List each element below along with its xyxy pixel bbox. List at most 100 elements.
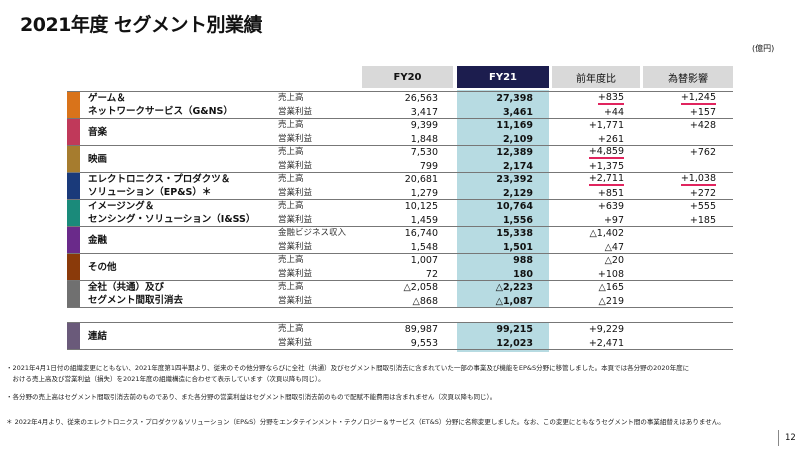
cell-fy20: △2,058: [403, 282, 438, 293]
cell-yoy: +97: [603, 214, 624, 226]
cell-fy21: 2,109: [502, 133, 533, 145]
segment-name-line: ネットワークサービス（G&NS）: [88, 106, 233, 117]
segment-row: ゲーム＆ ネットワークサービス（G&NS） 売上高 26,563 27,398 +835 +…: [67, 92, 733, 119]
segment-name: 全社（共通）及び セグメント間取引消去: [88, 281, 183, 307]
cell-fy21: 1,501: [502, 241, 533, 253]
metric-row: 営業利益 799 2,174 +1,375: [67, 160, 733, 174]
page-number: 12: [785, 433, 796, 443]
segment-row: イメージング＆ センシング・ソリューション（I&SS） 売上高 10,125 10,76…: [67, 200, 733, 227]
consolidated-table: 連結 売上高 89,987 99,215 +9,229 営業利益 9,553 12,023 +2…: [67, 322, 733, 350]
cell-yoy: +108: [597, 268, 624, 280]
cell-fx: +1,038: [680, 173, 716, 186]
cell-fx: +428: [689, 120, 716, 131]
segment-name-line: 映画: [88, 153, 108, 165]
segment-row: 映画 売上高 7,530 12,389 +4,859 +762 営業利益 799 2,174 +1…: [67, 146, 733, 173]
cell-yoy: +2,711: [588, 173, 624, 186]
metric-row: 売上高 89,987 99,215 +9,229: [67, 323, 733, 337]
metric-row: 営業利益 1,848 2,109 +261: [67, 133, 733, 147]
cell-label: 売上高: [278, 282, 304, 292]
cell-fy21: 23,392: [496, 174, 533, 185]
cell-fx: +185: [689, 214, 716, 226]
cell-fy20: 1,007: [410, 255, 438, 266]
cell-label: 売上高: [278, 93, 304, 103]
cell-label: 営業利益: [278, 106, 313, 117]
segment-name-line: セグメント間取引消去: [88, 295, 184, 306]
cell-fy20: 3,417: [410, 106, 438, 118]
segment-color-bar: [67, 173, 80, 199]
metric-row: 売上高 20,681 23,392 +2,711 +1,038: [67, 173, 733, 187]
note-3: ＊ 2022年4月より、従来のエレクトロニクス・プロダクツ＆ソリューション（EP…: [6, 418, 725, 426]
cell-fy20: 1,279: [410, 187, 438, 199]
cell-fy20: 1,848: [410, 133, 438, 145]
cell-fy20: 20,681: [404, 174, 438, 185]
page-number-divider: [778, 430, 779, 446]
segment-name: ゲーム＆ ネットワークサービス（G&NS）: [88, 92, 233, 118]
cell-fy20: 9,553: [410, 337, 438, 349]
cell-label: 売上高: [278, 147, 304, 157]
cell-yoy: △219: [598, 295, 624, 307]
segment-name: 音楽: [88, 119, 107, 145]
metric-row: 営業利益 3,417 3,461 +44 +157: [67, 106, 733, 120]
cell-fy21: 99,215: [496, 324, 533, 335]
header-fy21: FY21: [457, 66, 549, 88]
segment-color-bar: [67, 119, 80, 145]
cell-fy20: 16,740: [404, 228, 438, 239]
cell-fy21: △2,223: [495, 282, 533, 293]
metric-row: 売上高 △2,058 △2,223 △165: [67, 281, 733, 295]
cell-label: 売上高: [278, 255, 304, 265]
segment-name: エレクトロニクス・プロダクツ＆ ソリューション（EP&S）＊: [88, 173, 230, 199]
cell-yoy: +639: [597, 201, 624, 212]
metric-row: 営業利益 1,548 1,501 △47: [67, 241, 733, 255]
page-title: 2021年度 セグメント別業績: [20, 14, 263, 36]
cell-fy21: 2,129: [502, 187, 533, 199]
cell-label: 営業利益: [278, 268, 313, 279]
cell-fx: +157: [689, 106, 716, 118]
cell-fy21: 180: [513, 268, 533, 280]
cell-label: 売上高: [278, 324, 304, 334]
cell-fy21: 10,764: [496, 201, 533, 212]
cell-fx: +762: [689, 147, 716, 158]
segment-table: ゲーム＆ ネットワークサービス（G&NS） 売上高 26,563 27,398 +835 +…: [67, 91, 733, 308]
segment-name: イメージング＆ センシング・ソリューション（I&SS）: [88, 200, 255, 226]
cell-fy21: △1,087: [495, 295, 533, 307]
header-yoy: 前年度比: [552, 66, 640, 88]
metric-row: 金融ビジネス収入 16,740 15,338 △1,402: [67, 227, 733, 241]
segment-name-line: ゲーム＆: [88, 93, 126, 104]
cell-label: 営業利益: [278, 295, 313, 306]
unit-label: (億円): [752, 44, 775, 53]
cell-fy20: 10,125: [404, 201, 438, 212]
cell-fy21: 2,174: [502, 160, 533, 172]
segment-name: 金融: [88, 227, 107, 253]
cell-fy21: 12,389: [496, 147, 533, 158]
cell-fy20: 72: [425, 268, 438, 280]
metric-row: 売上高 10,125 10,764 +639 +555: [67, 200, 733, 214]
segment-name-line: ソリューション（EP&S）＊: [88, 187, 212, 198]
segment-row: 連結 売上高 89,987 99,215 +9,229 営業利益 9,553 12,023 +2…: [67, 323, 733, 350]
segment-color-bar: [67, 146, 80, 172]
note-2: ・各分野の売上高はセグメント間取引消去前のものであり、また各分野の営業利益はセグ…: [6, 393, 497, 401]
cell-fy21: 988: [513, 255, 533, 266]
cell-fx: +1,245: [680, 92, 716, 105]
metric-row: 営業利益 1,279 2,129 +851 +272: [67, 187, 733, 201]
segment-row: エレクトロニクス・プロダクツ＆ ソリューション（EP&S）＊ 売上高 20,681 23…: [67, 173, 733, 200]
cell-yoy: +9,229: [588, 324, 624, 335]
segment-color-bar: [67, 281, 80, 307]
segment-name-line: その他: [88, 261, 117, 273]
header-fy20: FY20: [362, 66, 453, 88]
cell-yoy: △165: [598, 282, 624, 293]
metric-row: 営業利益 1,459 1,556 +97 +185: [67, 214, 733, 228]
metric-row: 売上高 7,530 12,389 +4,859 +762: [67, 146, 733, 160]
metric-row: 営業利益 9,553 12,023 +2,471: [67, 337, 733, 351]
segment-name: その他: [88, 254, 117, 280]
cell-yoy: △1,402: [589, 228, 624, 239]
cell-yoy: +261: [597, 133, 624, 145]
cell-yoy: +2,471: [588, 337, 624, 349]
cell-yoy: +4,859: [588, 146, 624, 159]
metric-row: 売上高 9,399 11,169 +1,771 +428: [67, 119, 733, 133]
cell-fy21: 11,169: [496, 120, 533, 131]
cell-label: 金融ビジネス収入: [278, 228, 347, 238]
segment-row: その他 売上高 1,007 988 △20 営業利益 72 180 +108: [67, 254, 733, 281]
cell-fy20: 1,459: [410, 214, 438, 226]
cell-yoy: △47: [604, 241, 624, 253]
cell-label: 営業利益: [278, 337, 313, 348]
